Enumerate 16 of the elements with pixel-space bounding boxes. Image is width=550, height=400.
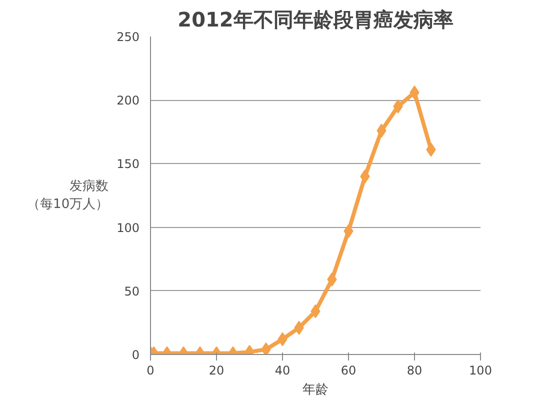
x-axis-title: 年龄: [302, 382, 328, 398]
y-tick-label: 250: [116, 30, 140, 44]
x-tick-label: 40: [274, 364, 290, 378]
x-tick-label: 60: [340, 364, 356, 378]
y-tick-label: 150: [116, 157, 140, 172]
x-tick-label: 100: [469, 364, 492, 378]
chart-title: 2012年不同年龄段胃癌发病率: [178, 8, 454, 32]
y-tick-label: 100: [116, 220, 140, 235]
y-tick-label: 0: [132, 348, 140, 362]
x-tick-label: 20: [208, 364, 224, 378]
point: [261, 342, 271, 354]
y-tick-label: 200: [116, 94, 140, 108]
x-tick-label: 80: [406, 364, 422, 378]
y-tick-label: 50: [124, 284, 140, 298]
y-axis-title: 发病数（每10万人）: [27, 179, 109, 212]
x-tick-label: 0: [146, 364, 154, 378]
